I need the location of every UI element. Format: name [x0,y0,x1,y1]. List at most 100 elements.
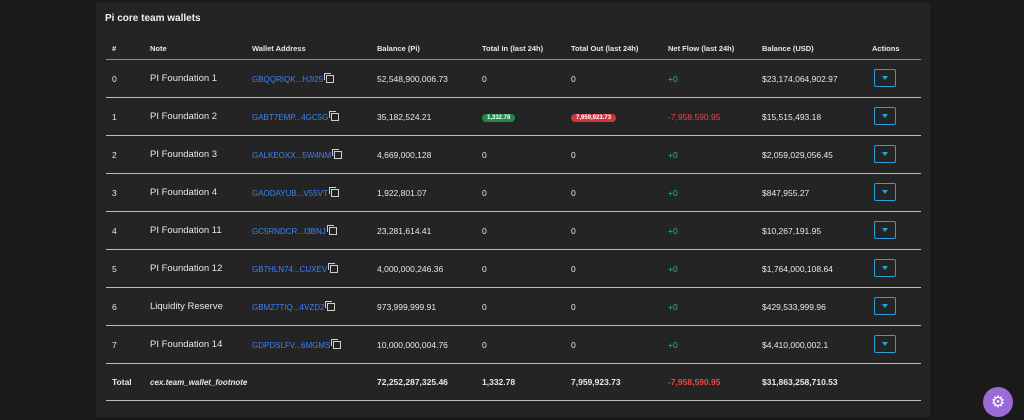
row-net-flow: +0 [668,287,762,326]
row-actions-dropdown[interactable] [874,68,896,87]
row-usd: $2,059,029,056.45 [762,135,872,174]
row-total-out: 0 [571,59,668,98]
table-row: 2 PI Foundation 3 GALKEOXX...5W4NM 4,669… [106,135,921,174]
row-actions-dropdown[interactable] [874,334,896,353]
address-link[interactable]: GALKEOXX...5W4NM [252,150,332,160]
row-address[interactable]: GABT7EMP...4GC5G [252,97,377,136]
row-index: 2 [106,135,146,174]
row-actions-dropdown[interactable] [874,296,896,315]
total-balance: 72,252,287,325.46 [377,363,482,401]
row-index: 1 [106,97,146,136]
row-total-in: 0 [482,59,571,98]
row-net-flow: +0 [668,249,762,288]
row-usd: $23,174,064,902.97 [762,59,872,98]
total-usd: $31,863,258,710.53 [762,363,872,401]
row-index: 7 [106,325,146,364]
row-address[interactable]: GBQQRIQK...HJI25 [252,59,377,98]
row-actions-dropdown[interactable] [874,106,896,125]
copy-icon[interactable] [325,300,336,311]
table-row: 7 PI Foundation 14 GDPDSLFV...6MGMS 10,0… [106,325,921,364]
table-row: 4 PI Foundation 11 GC5RNDCR...I3BNJ 23,2… [106,211,921,250]
row-note: PI Foundation 4 [146,173,252,212]
total-net-flow: -7,958,590.95 [668,363,762,401]
copy-icon[interactable] [329,110,340,121]
col-total-out: Total Out (last 24h) [571,37,668,60]
settings-fab-button[interactable]: ⚙ [983,387,1013,417]
row-index: 0 [106,59,146,98]
col-balance-usd: Balance (USD) [762,37,872,60]
row-total-out: 0 [571,249,668,288]
row-net-flow: +0 [668,325,762,364]
row-net-flow: +0 [668,59,762,98]
table-row: 6 Liquidity Reserve GBMZ7TIQ...4VZD2 973… [106,287,921,326]
copy-icon[interactable] [326,224,337,235]
address-link[interactable]: GC5RNDCR...I3BNJ [252,226,326,236]
row-net-flow: -7,958,590.95 [668,97,762,136]
row-net-flow: +0 [668,135,762,174]
col-balance-pi: Balance (Pi) [377,37,482,60]
copy-icon[interactable] [328,186,339,197]
total-in-badge: 1,332.78 [482,114,516,122]
row-actions-dropdown[interactable] [874,182,896,201]
row-note: Liquidity Reserve [146,287,252,326]
row-total-in: 0 [482,135,571,174]
col-total-in: Total In (last 24h) [482,37,571,60]
row-note: PI Foundation 2 [146,97,252,136]
address-link[interactable]: GBMZ7TIQ...4VZD2 [252,302,325,312]
address-link[interactable]: GBQQRIQK...HJI25 [252,74,324,84]
col-net-flow: Net Flow (last 24h) [668,37,762,60]
total-out: 7,959,923.73 [571,363,668,401]
row-balance: 35,182,524.21 [377,97,482,136]
row-total-out: 0 [571,173,668,212]
copy-icon[interactable] [324,72,335,83]
row-actions-dropdown[interactable] [874,144,896,163]
row-total-in: 0 [482,325,571,364]
total-footnote: cex.team_wallet_footnote [146,363,252,401]
address-link[interactable]: GDPDSLFV...6MGMS [252,340,331,350]
row-usd: $1,764,000,108.64 [762,249,872,288]
table-row: 0 PI Foundation 1 GBQQRIQK...HJI25 52,54… [106,59,921,98]
row-total-in: 0 [482,173,571,212]
gear-icon: ⚙ [990,394,1006,411]
row-balance: 10,000,000,004.76 [377,325,482,364]
row-address[interactable]: GDPDSLFV...6MGMS [252,325,377,364]
row-usd: $847,955.27 [762,173,872,212]
total-in: 1,332.78 [482,363,571,401]
row-address[interactable]: GB7HLN74...CUXEV [252,249,377,288]
total-out-badge: 7,959,923.73 [571,114,617,122]
col-address: Wallet Address [252,37,377,60]
row-note: PI Foundation 14 [146,325,252,364]
address-link[interactable]: GABT7EMP...4GC5G [252,112,329,122]
row-address[interactable]: GC5RNDCR...I3BNJ [252,211,377,250]
row-actions-dropdown[interactable] [874,258,896,277]
header-row: # Note Wallet Address Balance (Pi) Total… [106,37,921,60]
address-link[interactable]: GAODAYUB...V55VT [252,188,328,198]
copy-icon[interactable] [328,262,339,273]
copy-icon[interactable] [332,148,343,159]
wallets-panel: Pi core team wallets # Note Wallet Addre… [96,3,930,417]
row-note: PI Foundation 11 [146,211,252,250]
row-net-flow: +0 [668,173,762,212]
row-note: PI Foundation 3 [146,135,252,174]
row-index: 3 [106,173,146,212]
row-usd: $4,410,000,002.1 [762,325,872,364]
row-index: 5 [106,249,146,288]
row-address[interactable]: GAODAYUB...V55VT [252,173,377,212]
copy-icon[interactable] [331,338,342,349]
row-balance: 52,548,900,006.73 [377,59,482,98]
row-usd: $15,515,493.18 [762,97,872,136]
row-index: 4 [106,211,146,250]
row-net-flow: +0 [668,211,762,250]
row-total-out: 0 [571,135,668,174]
table-row: 3 PI Foundation 4 GAODAYUB...V55VT 1,922… [106,173,921,212]
row-address[interactable]: GBMZ7TIQ...4VZD2 [252,287,377,326]
row-actions-dropdown[interactable] [874,220,896,239]
total-label: Total [106,363,146,401]
address-link[interactable]: GB7HLN74...CUXEV [252,264,328,274]
row-note: PI Foundation 1 [146,59,252,98]
row-total-out: 0 [571,287,668,326]
row-address[interactable]: GALKEOXX...5W4NM [252,135,377,174]
col-index: # [106,37,146,60]
panel-title: Pi core team wallets [105,13,201,24]
row-total-in: 0 [482,249,571,288]
